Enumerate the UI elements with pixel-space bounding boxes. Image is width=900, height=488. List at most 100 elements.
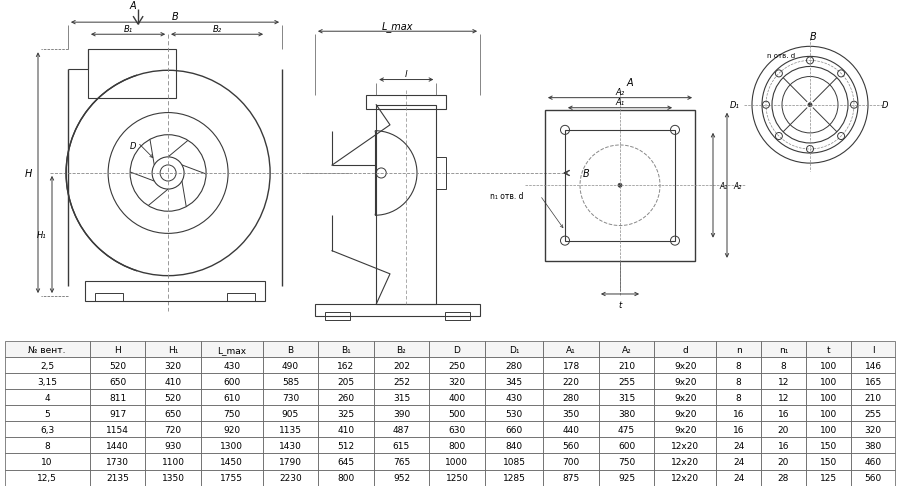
Bar	[485, 389, 544, 406]
Bar	[716, 358, 761, 374]
Bar	[201, 406, 263, 422]
Bar	[90, 389, 146, 406]
Bar	[263, 438, 319, 453]
Bar	[544, 374, 599, 389]
Bar	[4, 438, 90, 453]
Text: n₁: n₁	[778, 345, 788, 354]
Bar	[263, 453, 319, 469]
Text: A₂: A₂	[733, 182, 742, 190]
Text: L_max: L_max	[382, 20, 413, 32]
Bar	[429, 406, 485, 422]
Bar	[850, 438, 896, 453]
Text: 1755: 1755	[220, 473, 243, 482]
Text: 1285: 1285	[502, 473, 526, 482]
Text: B: B	[810, 32, 816, 42]
Text: 487: 487	[393, 425, 410, 434]
Bar	[544, 406, 599, 422]
Bar	[654, 469, 716, 486]
Bar	[485, 453, 544, 469]
Text: 1300: 1300	[220, 441, 243, 450]
Text: H: H	[24, 168, 32, 178]
Text: t: t	[618, 300, 622, 309]
Text: 1440: 1440	[106, 441, 129, 450]
Text: 20: 20	[778, 457, 789, 466]
Bar	[806, 358, 850, 374]
Text: L_max: L_max	[217, 345, 247, 354]
Text: 610: 610	[223, 393, 240, 402]
Text: l: l	[405, 70, 408, 79]
Bar	[598, 374, 654, 389]
Bar	[544, 342, 599, 358]
Bar	[90, 406, 146, 422]
Circle shape	[808, 103, 812, 107]
Text: 9x20: 9x20	[674, 377, 697, 386]
Text: 430: 430	[506, 393, 523, 402]
Text: 1730: 1730	[106, 457, 129, 466]
Bar	[4, 374, 90, 389]
Text: 2135: 2135	[106, 473, 129, 482]
Text: 100: 100	[820, 425, 837, 434]
Bar	[761, 342, 806, 358]
Bar	[374, 374, 429, 389]
Bar	[654, 389, 716, 406]
Text: 750: 750	[223, 409, 240, 418]
Bar	[485, 374, 544, 389]
Text: 380: 380	[865, 441, 882, 450]
Text: 1450: 1450	[220, 457, 243, 466]
Text: 210: 210	[865, 393, 882, 402]
Circle shape	[618, 184, 622, 188]
Bar	[374, 453, 429, 469]
Bar	[319, 406, 373, 422]
Text: 1250: 1250	[446, 473, 468, 482]
Bar	[429, 469, 485, 486]
Bar	[90, 358, 146, 374]
Text: 520: 520	[165, 393, 182, 402]
Text: 24: 24	[733, 473, 744, 482]
Text: A: A	[626, 78, 634, 87]
Bar	[85, 281, 265, 302]
Bar	[374, 469, 429, 486]
Text: 9x20: 9x20	[674, 425, 697, 434]
Text: l: l	[872, 345, 875, 354]
Text: 12x20: 12x20	[671, 457, 699, 466]
Bar	[201, 374, 263, 389]
Text: 315: 315	[618, 393, 635, 402]
Text: 1430: 1430	[279, 441, 302, 450]
Bar	[88, 50, 176, 99]
Bar	[263, 406, 319, 422]
Text: 3,15: 3,15	[37, 377, 58, 386]
Text: B₁: B₁	[341, 345, 351, 354]
Text: 430: 430	[223, 361, 240, 370]
Bar	[850, 389, 896, 406]
Text: 28: 28	[778, 473, 789, 482]
Bar	[654, 374, 716, 389]
Text: 1350: 1350	[162, 473, 184, 482]
Text: 12: 12	[778, 377, 789, 386]
Text: 9x20: 9x20	[674, 409, 697, 418]
Bar	[598, 406, 654, 422]
Bar	[850, 358, 896, 374]
Bar	[374, 389, 429, 406]
Bar	[485, 469, 544, 486]
Bar	[4, 406, 90, 422]
Text: 645: 645	[338, 457, 355, 466]
Bar	[761, 406, 806, 422]
Bar	[598, 438, 654, 453]
Bar	[544, 358, 599, 374]
Bar	[429, 438, 485, 453]
Text: 650: 650	[165, 409, 182, 418]
Text: 460: 460	[865, 457, 882, 466]
Text: 410: 410	[165, 377, 182, 386]
Text: 255: 255	[618, 377, 635, 386]
Text: 530: 530	[506, 409, 523, 418]
Bar	[716, 374, 761, 389]
Bar	[90, 342, 146, 358]
Text: 178: 178	[562, 361, 580, 370]
Text: 560: 560	[865, 473, 882, 482]
Text: 252: 252	[393, 377, 410, 386]
Text: B₁: B₁	[123, 25, 132, 34]
Text: 400: 400	[448, 393, 465, 402]
Bar	[201, 438, 263, 453]
Bar	[485, 342, 544, 358]
Text: d: d	[682, 345, 688, 354]
